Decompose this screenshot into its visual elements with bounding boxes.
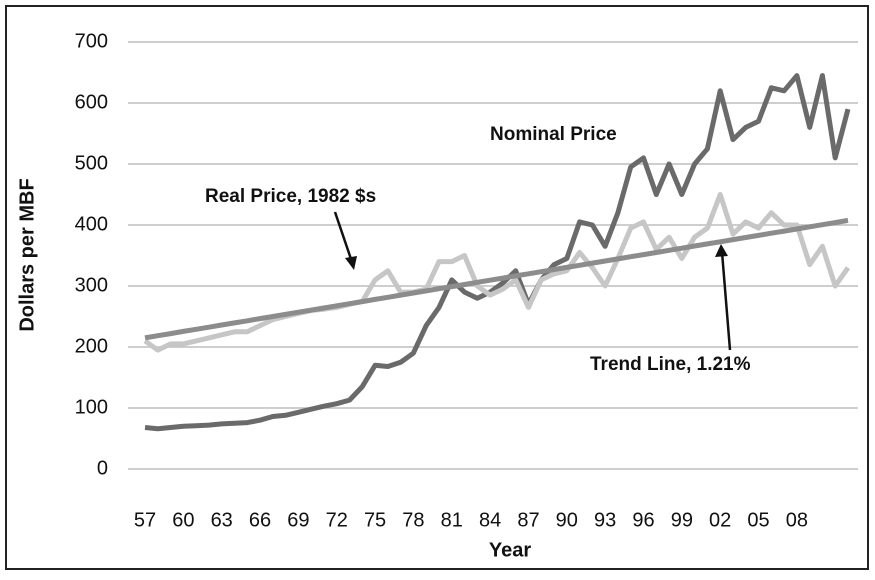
chart-frame: [5, 5, 869, 570]
series-line: [143, 192, 851, 353]
arrow-head: [715, 244, 728, 257]
x-tick-label: 08: [786, 509, 808, 531]
x-tick-label: 57: [134, 509, 156, 531]
x-tick-label: 02: [709, 509, 731, 531]
x-tick-label: 93: [594, 509, 616, 531]
x-tick-label: 05: [747, 509, 769, 531]
x-tick-label: 81: [441, 509, 463, 531]
y-tick-label: 300: [75, 274, 108, 296]
x-tick-label: 72: [326, 509, 348, 531]
x-tick-label: 63: [211, 509, 233, 531]
series-line: [144, 217, 849, 341]
annotations: Nominal Price Real Price, 1982 $s Trend …: [205, 124, 751, 375]
x-tick-label: 90: [556, 509, 578, 531]
y-tick-label: 700: [75, 30, 108, 52]
x-tick-label: 66: [249, 509, 271, 531]
y-tick-label: 200: [75, 335, 108, 357]
x-tick-label: 69: [287, 509, 309, 531]
series-line: [144, 73, 851, 432]
x-axis-label: Year: [489, 539, 531, 561]
arrow: [333, 211, 354, 263]
y-axis-label: Dollars per MBF: [16, 178, 38, 331]
x-tick-label: 78: [402, 509, 424, 531]
x-tick-label: 75: [364, 509, 386, 531]
arrow: [720, 251, 732, 351]
annotation: Real Price, 1982 $s: [205, 186, 376, 207]
y-tick-label: 400: [75, 213, 108, 235]
y-tick-label: 0: [97, 457, 108, 479]
x-tick-label: 84: [479, 509, 501, 531]
x-tick-label: 99: [671, 509, 693, 531]
annotation: Nominal Price: [490, 124, 617, 145]
x-tick-label: 96: [632, 509, 654, 531]
y-tick-label: 100: [75, 396, 108, 418]
arrow-head: [345, 256, 357, 270]
x-tick-label: 60: [172, 509, 194, 531]
y-tick-label: 500: [75, 152, 108, 174]
x-tick-label: 87: [517, 509, 539, 531]
annotation: Trend Line, 1.21%: [590, 354, 751, 375]
y-tick-label: 600: [75, 91, 108, 113]
